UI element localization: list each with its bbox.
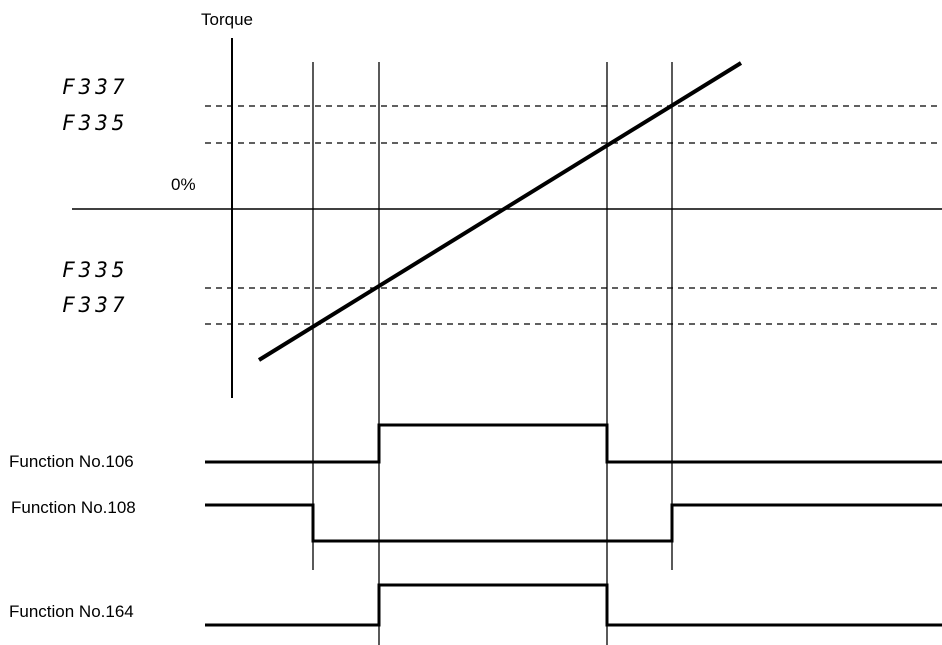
signal-label-164: Function No.164: [9, 602, 134, 621]
signal-waveform-108: [205, 503, 942, 543]
lower-param-label-1: F335: [62, 258, 129, 282]
signal-waveform-164: [205, 583, 942, 627]
torque-axis-label: Torque: [201, 10, 253, 29]
upper-param-label-1: F337: [62, 75, 129, 99]
signal-label-108: Function No.108: [11, 498, 136, 517]
torque-ramp-line: [257, 61, 743, 362]
signal-label-106: Function No.106: [9, 452, 134, 471]
signal-waveform-106: [205, 423, 942, 464]
upper-param-label-2: F335: [62, 111, 129, 135]
zero-percent-label: 0%: [171, 175, 196, 194]
lower-param-label-2: F337: [62, 293, 129, 317]
